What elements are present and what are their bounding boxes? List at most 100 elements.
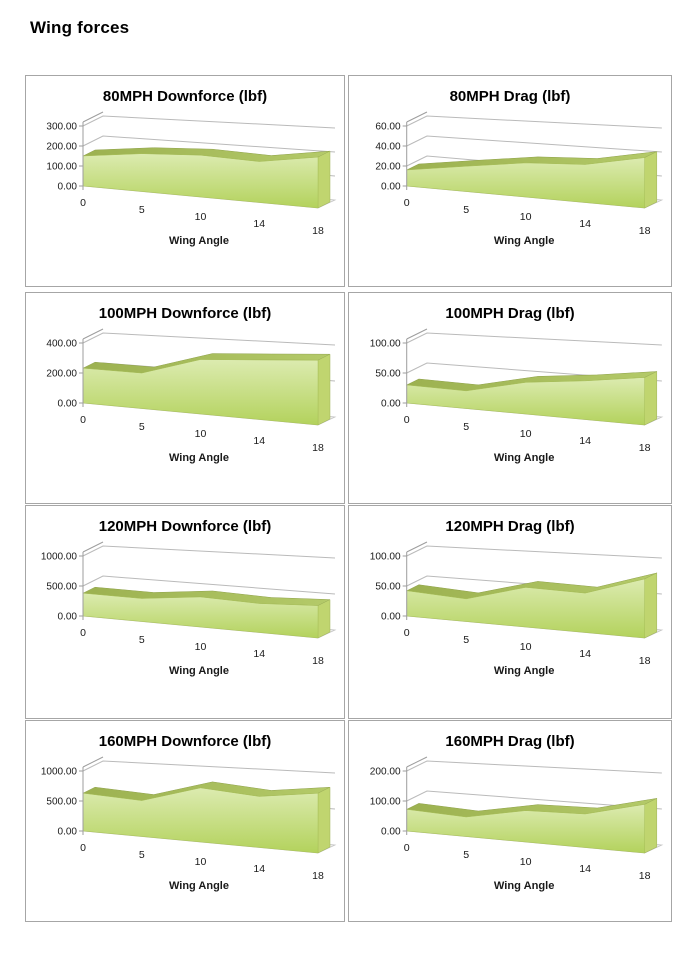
- area-front-face: [82, 592, 319, 639]
- x-tick-label: 18: [639, 442, 651, 454]
- area-front-face: [406, 157, 645, 209]
- y-tick-label: 0.00: [58, 399, 78, 410]
- gridline: [82, 760, 336, 774]
- y-tick-label: 0.00: [381, 827, 401, 838]
- x-tick-label: 18: [639, 655, 651, 667]
- x-axis-title: Wing Angle: [169, 452, 229, 464]
- y-tick-label: 300.00: [46, 122, 77, 133]
- x-tick-label: 0: [80, 197, 86, 209]
- area-side-face: [317, 150, 331, 209]
- area-front-face: [82, 787, 319, 854]
- y-tick-label: 50.00: [375, 369, 401, 380]
- x-tick-label: 18: [312, 225, 324, 237]
- chart-100mph-drag-plot: 0.00 50.00 100.00 0 5 10 14 18 Wing Angle: [370, 328, 664, 464]
- x-tick-label: 0: [404, 842, 410, 854]
- area-front-face: [406, 377, 645, 426]
- area-series: [405, 371, 658, 426]
- chart-160mph-downforce-plot: 0.00 500.00 1000.00 0 5 10 14 18 Wing Angle: [41, 756, 337, 892]
- x-tick-label: 18: [312, 870, 324, 882]
- y-tick-label: 60.00: [375, 122, 401, 133]
- gridline: [82, 332, 336, 346]
- chart-title: 160MPH Downforce (lbf): [98, 733, 272, 750]
- y-tick-label: 0.00: [381, 612, 401, 623]
- gridline: [406, 790, 662, 810]
- x-tick-label: 0: [404, 414, 410, 426]
- area-side-face: [644, 797, 658, 854]
- x-axis-title: Wing Angle: [169, 665, 229, 677]
- chart-100mph-drag: 100MPH Drag (lbf) 0.00 50.00 100.00 0 5 10 14 1…: [348, 292, 672, 504]
- x-tick-label: 0: [80, 414, 86, 426]
- chart-120mph-drag-plot: 0.00 50.00 100.00 0 5 10 14 18 Wing Angle: [370, 541, 664, 677]
- x-tick-label: 0: [404, 197, 410, 209]
- x-tick-label: 14: [253, 863, 265, 875]
- y-tick-label: 50.00: [375, 582, 401, 593]
- x-tick-label: 14: [253, 648, 265, 660]
- area-side-face: [317, 786, 331, 854]
- area-front-face: [406, 578, 645, 639]
- gridline: [406, 332, 662, 346]
- wall-top-edge: [82, 328, 104, 340]
- x-tick-label: 5: [139, 204, 145, 216]
- x-tick-label: 18: [312, 442, 324, 454]
- area-front-face: [406, 804, 645, 854]
- wall-top-edge: [82, 756, 104, 768]
- x-tick-label: 5: [139, 849, 145, 861]
- x-tick-label: 10: [195, 856, 207, 868]
- x-tick-label: 0: [80, 842, 86, 854]
- y-tick-label: 100.00: [370, 339, 401, 350]
- area-series: [406, 151, 658, 209]
- y-tick-label: 200.00: [370, 767, 401, 778]
- x-tick-label: 5: [139, 421, 145, 433]
- area-series: [82, 147, 331, 209]
- gridline: [406, 115, 662, 129]
- area-side-face: [317, 353, 331, 426]
- wall-top-edge: [82, 541, 104, 553]
- area-series: [82, 353, 331, 426]
- x-tick-label: 5: [139, 634, 145, 646]
- x-tick-label: 18: [312, 655, 324, 667]
- y-tick-label: 1000.00: [41, 767, 78, 778]
- gridlines: [406, 760, 662, 810]
- x-axis-title: Wing Angle: [494, 880, 555, 892]
- x-tick-label: 10: [520, 211, 532, 223]
- area-series: [405, 797, 658, 854]
- area-front-face: [82, 153, 319, 209]
- gridline: [406, 135, 662, 153]
- x-tick-label: 10: [195, 428, 207, 440]
- area-series: [82, 586, 331, 639]
- wall-top-edge: [406, 756, 428, 768]
- y-tick-label: 40.00: [375, 142, 401, 153]
- gridlines: [82, 545, 336, 595]
- chart-title: 120MPH Downforce (lbf): [98, 518, 272, 535]
- chart-title: 80MPH Downforce (lbf): [102, 88, 268, 105]
- chart-160mph-drag: 160MPH Drag (lbf) 0.00 100.00 200.00 0 5 10 14…: [348, 720, 672, 922]
- x-axis-title: Wing Angle: [169, 235, 229, 247]
- chart-120mph-drag: 120MPH Drag (lbf) 0.00 50.00 100.00 0 5 10 14 1…: [348, 505, 672, 719]
- chart-160mph-drag-plot: 0.00 100.00 200.00 0 5 10 14 18 Wing Angle: [370, 756, 664, 892]
- x-tick-label: 10: [195, 211, 207, 223]
- x-tick-label: 10: [520, 428, 532, 440]
- x-tick-label: 14: [579, 648, 591, 660]
- x-tick-label: 18: [639, 870, 651, 882]
- y-tick-label: 400.00: [46, 339, 77, 350]
- x-tick-label: 10: [195, 641, 207, 653]
- x-tick-label: 5: [463, 421, 469, 433]
- x-tick-label: 5: [463, 204, 469, 216]
- chart-120mph-downforce: 120MPH Downforce (lbf) 0.00 500.00 1000.00…: [25, 505, 345, 719]
- y-tick-label: 100.00: [370, 797, 401, 808]
- x-tick-label: 5: [463, 634, 469, 646]
- x-tick-label: 5: [463, 849, 469, 861]
- y-tick-label: 1000.00: [41, 552, 78, 563]
- area-side-face: [644, 371, 658, 426]
- x-axis-title: Wing Angle: [494, 665, 555, 677]
- x-tick-label: 14: [579, 435, 591, 447]
- chart-80mph-drag: 80MPH Drag (lbf) 0.00 20.00 40.00 60.00 0 5 10…: [348, 75, 672, 287]
- page-title: Wing forces: [30, 18, 130, 37]
- x-tick-label: 14: [579, 218, 591, 230]
- x-tick-label: 10: [520, 856, 532, 868]
- wall-top-edge: [406, 328, 428, 340]
- area-front-face: [82, 359, 319, 426]
- x-tick-label: 10: [520, 641, 532, 653]
- gridline: [406, 760, 662, 774]
- x-tick-label: 18: [639, 225, 651, 237]
